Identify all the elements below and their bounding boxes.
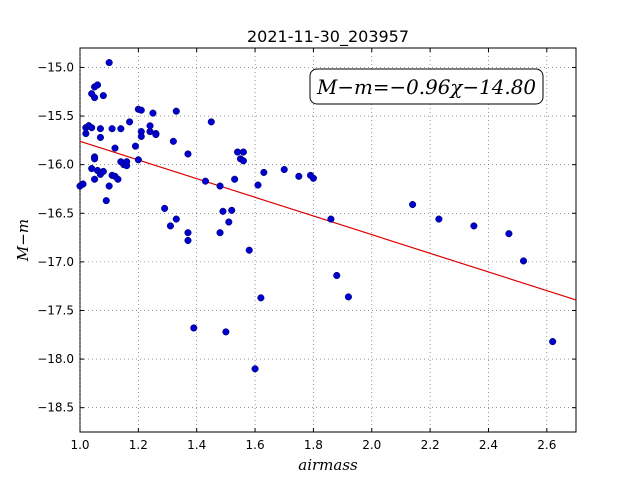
data-point (549, 338, 557, 346)
y-tick-label: −18.0 (37, 352, 74, 366)
data-point (260, 168, 268, 176)
data-point (251, 365, 259, 373)
y-tick-label: −15.5 (37, 109, 74, 123)
data-point (169, 137, 177, 145)
data-point (96, 125, 104, 133)
data-point (91, 175, 99, 183)
data-point (88, 124, 96, 132)
data-point (327, 215, 335, 223)
data-point (184, 229, 192, 237)
data-point (172, 107, 180, 115)
data-point (93, 81, 102, 89)
data-point (225, 218, 233, 226)
data-point (219, 207, 227, 215)
data-point (239, 157, 247, 165)
data-point (280, 165, 288, 174)
fit-annotation-box (309, 68, 544, 105)
data-point (184, 150, 192, 158)
data-point (505, 230, 513, 238)
grid (79, 48, 576, 432)
y-axis-label: M−m (14, 219, 32, 262)
data-point (91, 155, 99, 163)
data-point (228, 206, 236, 214)
data-point (295, 172, 303, 180)
data-point (99, 167, 107, 176)
data-point (207, 118, 215, 126)
fit-annotation: M−m=−0.96χ−14.80 (309, 68, 544, 105)
data-point (96, 133, 104, 141)
x-tick-label: 1.0 (70, 438, 89, 452)
data-point (519, 257, 528, 265)
data-point (123, 158, 131, 166)
data-point (161, 204, 169, 212)
data-point (79, 180, 87, 188)
data-point (111, 144, 119, 152)
data-point (409, 200, 417, 209)
y-tick-label: −17.0 (37, 255, 74, 269)
data-point (102, 197, 110, 205)
data-point (105, 59, 113, 67)
data-point (216, 182, 224, 190)
x-tick-label: 2.0 (362, 438, 381, 452)
y-tick-label: −16.0 (37, 158, 74, 172)
x-tick-label: 1.2 (129, 438, 148, 452)
x-tick-label: 1.4 (187, 438, 206, 452)
y-tick-label: −15.0 (37, 60, 74, 74)
x-tick-label: 2.6 (537, 438, 556, 452)
data-point (333, 271, 341, 280)
data-point (134, 156, 142, 164)
data-point (99, 92, 107, 100)
data-point (231, 175, 239, 183)
data-point (146, 122, 154, 130)
data-point (470, 222, 478, 230)
axis-ticks: 1.0 1.2 1.4 1.6 1.8 2.0 2.2 2.4 2.6 −15.0 −15.5 −16… (37, 48, 576, 452)
data-point (190, 324, 198, 332)
data-point (149, 109, 157, 117)
data-point (435, 215, 443, 223)
x-tick-label: 2.4 (479, 438, 498, 452)
data-point (257, 294, 265, 302)
data-point (245, 246, 253, 254)
data-point (114, 175, 122, 183)
data-point (239, 148, 247, 156)
data-point (184, 236, 192, 245)
data-point (172, 215, 180, 223)
x-tick-label: 2.2 (421, 438, 440, 452)
fit-annotation-text: M−m=−0.96χ−14.80 (316, 75, 536, 99)
data-point (126, 118, 134, 126)
data-point (254, 181, 262, 189)
data-point (137, 106, 145, 114)
data-point (166, 222, 174, 230)
data-point (201, 177, 210, 185)
data-point (216, 229, 224, 237)
data-point (137, 132, 145, 141)
x-axis-label: airmass (298, 456, 358, 474)
data-point (117, 125, 125, 133)
data-point (108, 125, 116, 133)
data-point (309, 174, 317, 182)
chart-title: 2021-11-30_203957 (247, 27, 409, 47)
y-tick-label: −17.5 (37, 303, 74, 317)
data-point (222, 328, 230, 336)
x-tick-label: 1.8 (304, 438, 323, 452)
data-point (344, 293, 352, 301)
data-point (91, 94, 99, 102)
y-tick-label: −16.5 (37, 206, 74, 220)
plot-frame (79, 47, 577, 433)
data-point (105, 182, 113, 190)
x-tick-label: 1.6 (246, 438, 265, 452)
data-points (76, 59, 557, 373)
data-point (152, 130, 160, 139)
y-tick-label: −18.5 (37, 401, 74, 415)
data-point (131, 142, 139, 150)
